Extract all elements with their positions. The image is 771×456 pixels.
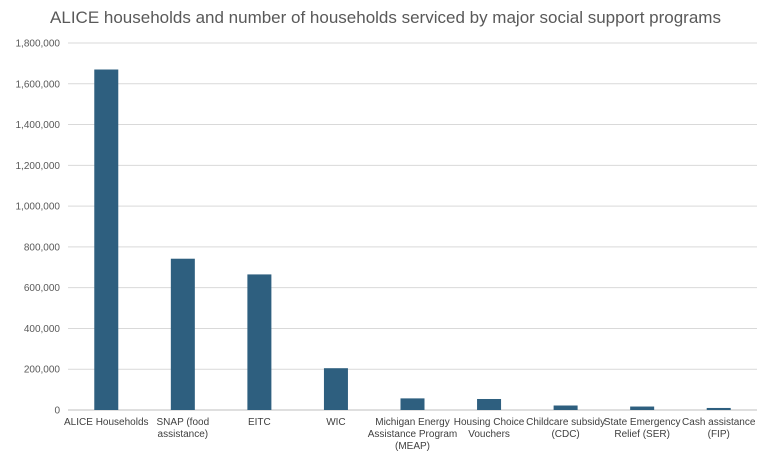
- y-tick-label: 200,000: [24, 365, 61, 376]
- y-tick-label: 1,800,000: [16, 39, 61, 50]
- bar: [170, 258, 195, 410]
- x-category-label: WIC: [326, 417, 345, 428]
- x-category-label: Childcare subsidy (CDC): [526, 417, 605, 440]
- y-tick-label: 1,400,000: [16, 120, 61, 131]
- y-tick-label: 1,600,000: [16, 79, 61, 90]
- bar: [323, 368, 348, 410]
- x-category-label: State Emergency Relief (SER): [604, 417, 681, 440]
- bar: [94, 69, 119, 410]
- bar: [553, 405, 578, 410]
- x-category-label: EITC: [248, 417, 271, 428]
- y-tick-label: 600,000: [24, 283, 61, 294]
- y-tick-label: 1,200,000: [16, 161, 61, 172]
- y-tick-label: 400,000: [24, 324, 61, 335]
- bar: [400, 398, 425, 410]
- bar: [247, 274, 272, 410]
- y-axis-ticks: 0 200,000 400,000 600,000 800,000 1,000,000 1,…: [16, 39, 61, 417]
- bar: [706, 407, 731, 410]
- bar: [630, 406, 655, 410]
- y-tick-label: 0: [54, 406, 60, 417]
- x-category-label: ALICE Households: [64, 417, 149, 428]
- x-category-label: SNAP (food assistance): [157, 417, 210, 440]
- x-category-label: Michigan Energy Assistance Program (MEAP): [368, 417, 457, 452]
- x-category-label: Housing Choice Vouchers: [454, 417, 525, 440]
- bar: [477, 398, 502, 410]
- y-tick-label: 800,000: [24, 242, 61, 253]
- x-category-label: Cash assistance (FIP): [682, 417, 756, 440]
- y-tick-label: 1,000,000: [16, 202, 61, 213]
- chart-title: ALICE households and number of household…: [50, 8, 721, 27]
- bars: [94, 69, 731, 410]
- x-axis-labels: ALICE Households SNAP (food assistance) EIT…: [64, 417, 756, 452]
